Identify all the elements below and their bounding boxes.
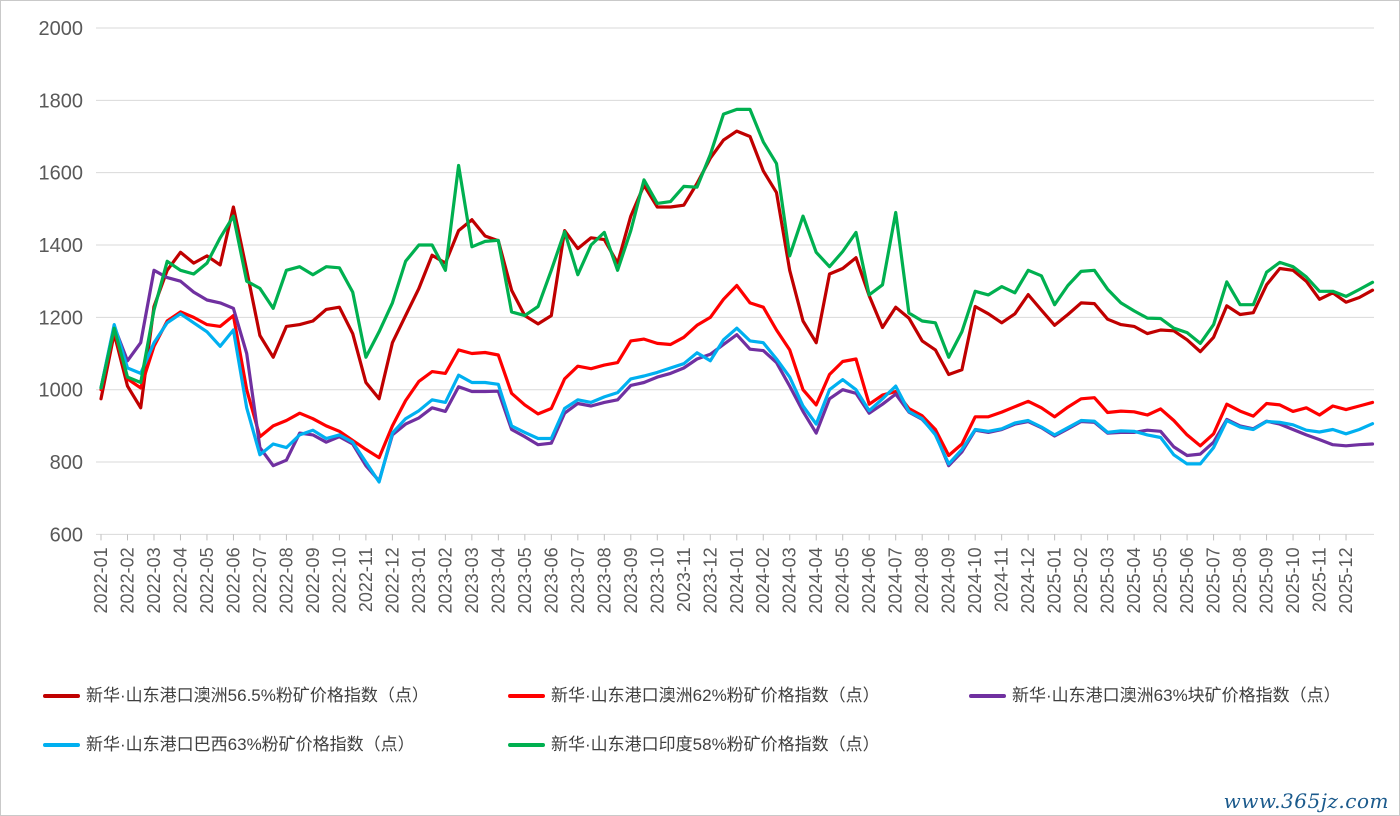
x-axis-labels: 2022-01 2022-02 2022-03 2022-04 2022-05 2022-… — [91, 547, 1356, 613]
y-tick-label: 1200 — [39, 307, 84, 329]
legend-swatch-blue — [43, 743, 80, 747]
x-tick-label: 2025-10 — [1283, 547, 1303, 613]
legend-item-au62-fines[interactable]: 新华·山东港口澳洲62%粉矿价格指数（点） — [508, 687, 880, 705]
x-tick-label: 2022-07 — [250, 547, 270, 613]
x-tick-label: 2023-06 — [541, 547, 561, 613]
legend-item-br63-fines[interactable]: 新华·山东港口巴西63%粉矿价格指数（点） — [43, 736, 415, 754]
legend-swatch-purple — [969, 694, 1006, 698]
x-tick-label: 2025-01 — [1045, 547, 1065, 613]
legend-swatch-darkred — [43, 694, 80, 698]
x-tick-label: 2024-10 — [965, 547, 985, 613]
legend-label: 新华·山东港口澳洲63%块矿价格指数（点） — [1012, 686, 1341, 705]
x-tick-label: 2025-09 — [1257, 547, 1277, 613]
x-tick-label: 2023-02 — [435, 547, 455, 613]
x-tick-label: 2024-06 — [859, 547, 879, 613]
x-tick-label: 2022-04 — [170, 547, 190, 613]
x-tick-label: 2022-06 — [223, 547, 243, 613]
x-tick-label: 2023-05 — [515, 547, 535, 613]
x-tick-label: 2022-02 — [117, 547, 137, 613]
y-tick-label: 1400 — [39, 235, 84, 257]
x-tick-label: 2025-02 — [1071, 547, 1091, 613]
y-tick-label: 1800 — [39, 90, 84, 112]
x-tick-label: 2024-11 — [992, 547, 1012, 612]
x-tick-label: 2024-07 — [886, 547, 906, 613]
x-tick-label: 2022-11 — [356, 547, 376, 612]
x-tick-label: 2024-03 — [780, 547, 800, 613]
y-axis-labels: 600 800 1000 1200 1400 1600 1800 2000 — [39, 18, 84, 546]
x-tick-label: 2022-09 — [303, 547, 323, 613]
x-tick-label: 2023-09 — [621, 547, 641, 613]
watermark-link[interactable]: www.365jz.com — [1223, 789, 1389, 813]
x-tick-label: 2023-11 — [674, 547, 694, 612]
x-tick-label: 2022-10 — [329, 547, 349, 613]
x-tick-label: 2023-07 — [568, 547, 588, 613]
x-tick-label: 2025-03 — [1098, 547, 1118, 613]
series-line-3[interactable] — [99, 312, 1375, 484]
series-line-0[interactable] — [99, 129, 1375, 410]
y-tick-label: 600 — [50, 524, 83, 546]
legend-item-au565-fines[interactable]: 新华·山东港口澳洲56.5%粉矿价格指数（点） — [43, 687, 429, 705]
x-tick-label: 2022-12 — [382, 547, 402, 613]
x-tick-label: 2023-01 — [409, 547, 429, 613]
gridlines — [96, 27, 1374, 535]
x-tick-label: 2025-05 — [1151, 547, 1171, 613]
y-tick-label: 800 — [50, 452, 83, 474]
x-tick-label: 2025-04 — [1124, 547, 1144, 613]
legend-swatch-green — [508, 743, 545, 747]
x-tick-label: 2025-07 — [1204, 547, 1224, 613]
x-tick-label: 2024-01 — [727, 547, 747, 613]
x-tick-label: 2022-08 — [276, 547, 296, 613]
x-tick-label: 2022-05 — [197, 547, 217, 613]
x-tick-label: 2025-12 — [1336, 547, 1356, 613]
legend-label: 新华·山东港口印度58%粉矿价格指数（点） — [551, 735, 880, 754]
x-tick-label: 2022-03 — [144, 547, 164, 613]
x-tick-label: 2023-08 — [594, 547, 614, 613]
x-tick-label: 2024-05 — [833, 547, 853, 613]
x-tick-label: 2025-08 — [1230, 547, 1250, 613]
legend-label: 新华·山东港口巴西63%粉矿价格指数（点） — [86, 735, 415, 754]
x-tick-label: 2025-06 — [1177, 547, 1197, 613]
x-tick-label: 2025-11 — [1310, 547, 1330, 612]
series-line-1[interactable] — [99, 283, 1375, 460]
x-tick-label: 2024-02 — [753, 547, 773, 613]
y-tick-label: 2000 — [39, 18, 84, 40]
x-tick-label: 2022-01 — [91, 547, 111, 613]
series-line-2[interactable] — [99, 268, 1375, 483]
y-tick-label: 1600 — [39, 163, 84, 185]
legend-item-in58-fines[interactable]: 新华·山东港口印度58%粉矿价格指数（点） — [508, 736, 880, 754]
x-tick-label: 2024-04 — [806, 547, 826, 613]
x-tick-label: 2023-03 — [462, 547, 482, 613]
x-tick-label: 2023-04 — [488, 547, 508, 613]
legend-label: 新华·山东港口澳洲62%粉矿价格指数（点） — [551, 686, 880, 705]
legend-item-au63-lump[interactable]: 新华·山东港口澳洲63%块矿价格指数（点） — [969, 687, 1341, 705]
x-tick-label: 2024-08 — [912, 547, 932, 613]
x-tick-label: 2023-10 — [647, 547, 667, 613]
y-tick-label: 1000 — [39, 380, 84, 402]
x-tick-label: 2023-12 — [700, 547, 720, 613]
x-axis-ticks — [100, 534, 1347, 541]
series-line-4[interactable] — [99, 107, 1375, 390]
chart-legend: 新华·山东港口澳洲56.5%粉矿价格指数（点） 新华·山东港口澳洲62%粉矿价格… — [1, 679, 1399, 789]
x-tick-label: 2024-09 — [939, 547, 959, 613]
x-tick-label: 2024-12 — [1018, 547, 1038, 613]
legend-label: 新华·山东港口澳洲56.5%粉矿价格指数（点） — [86, 686, 429, 705]
legend-swatch-red — [508, 694, 545, 698]
